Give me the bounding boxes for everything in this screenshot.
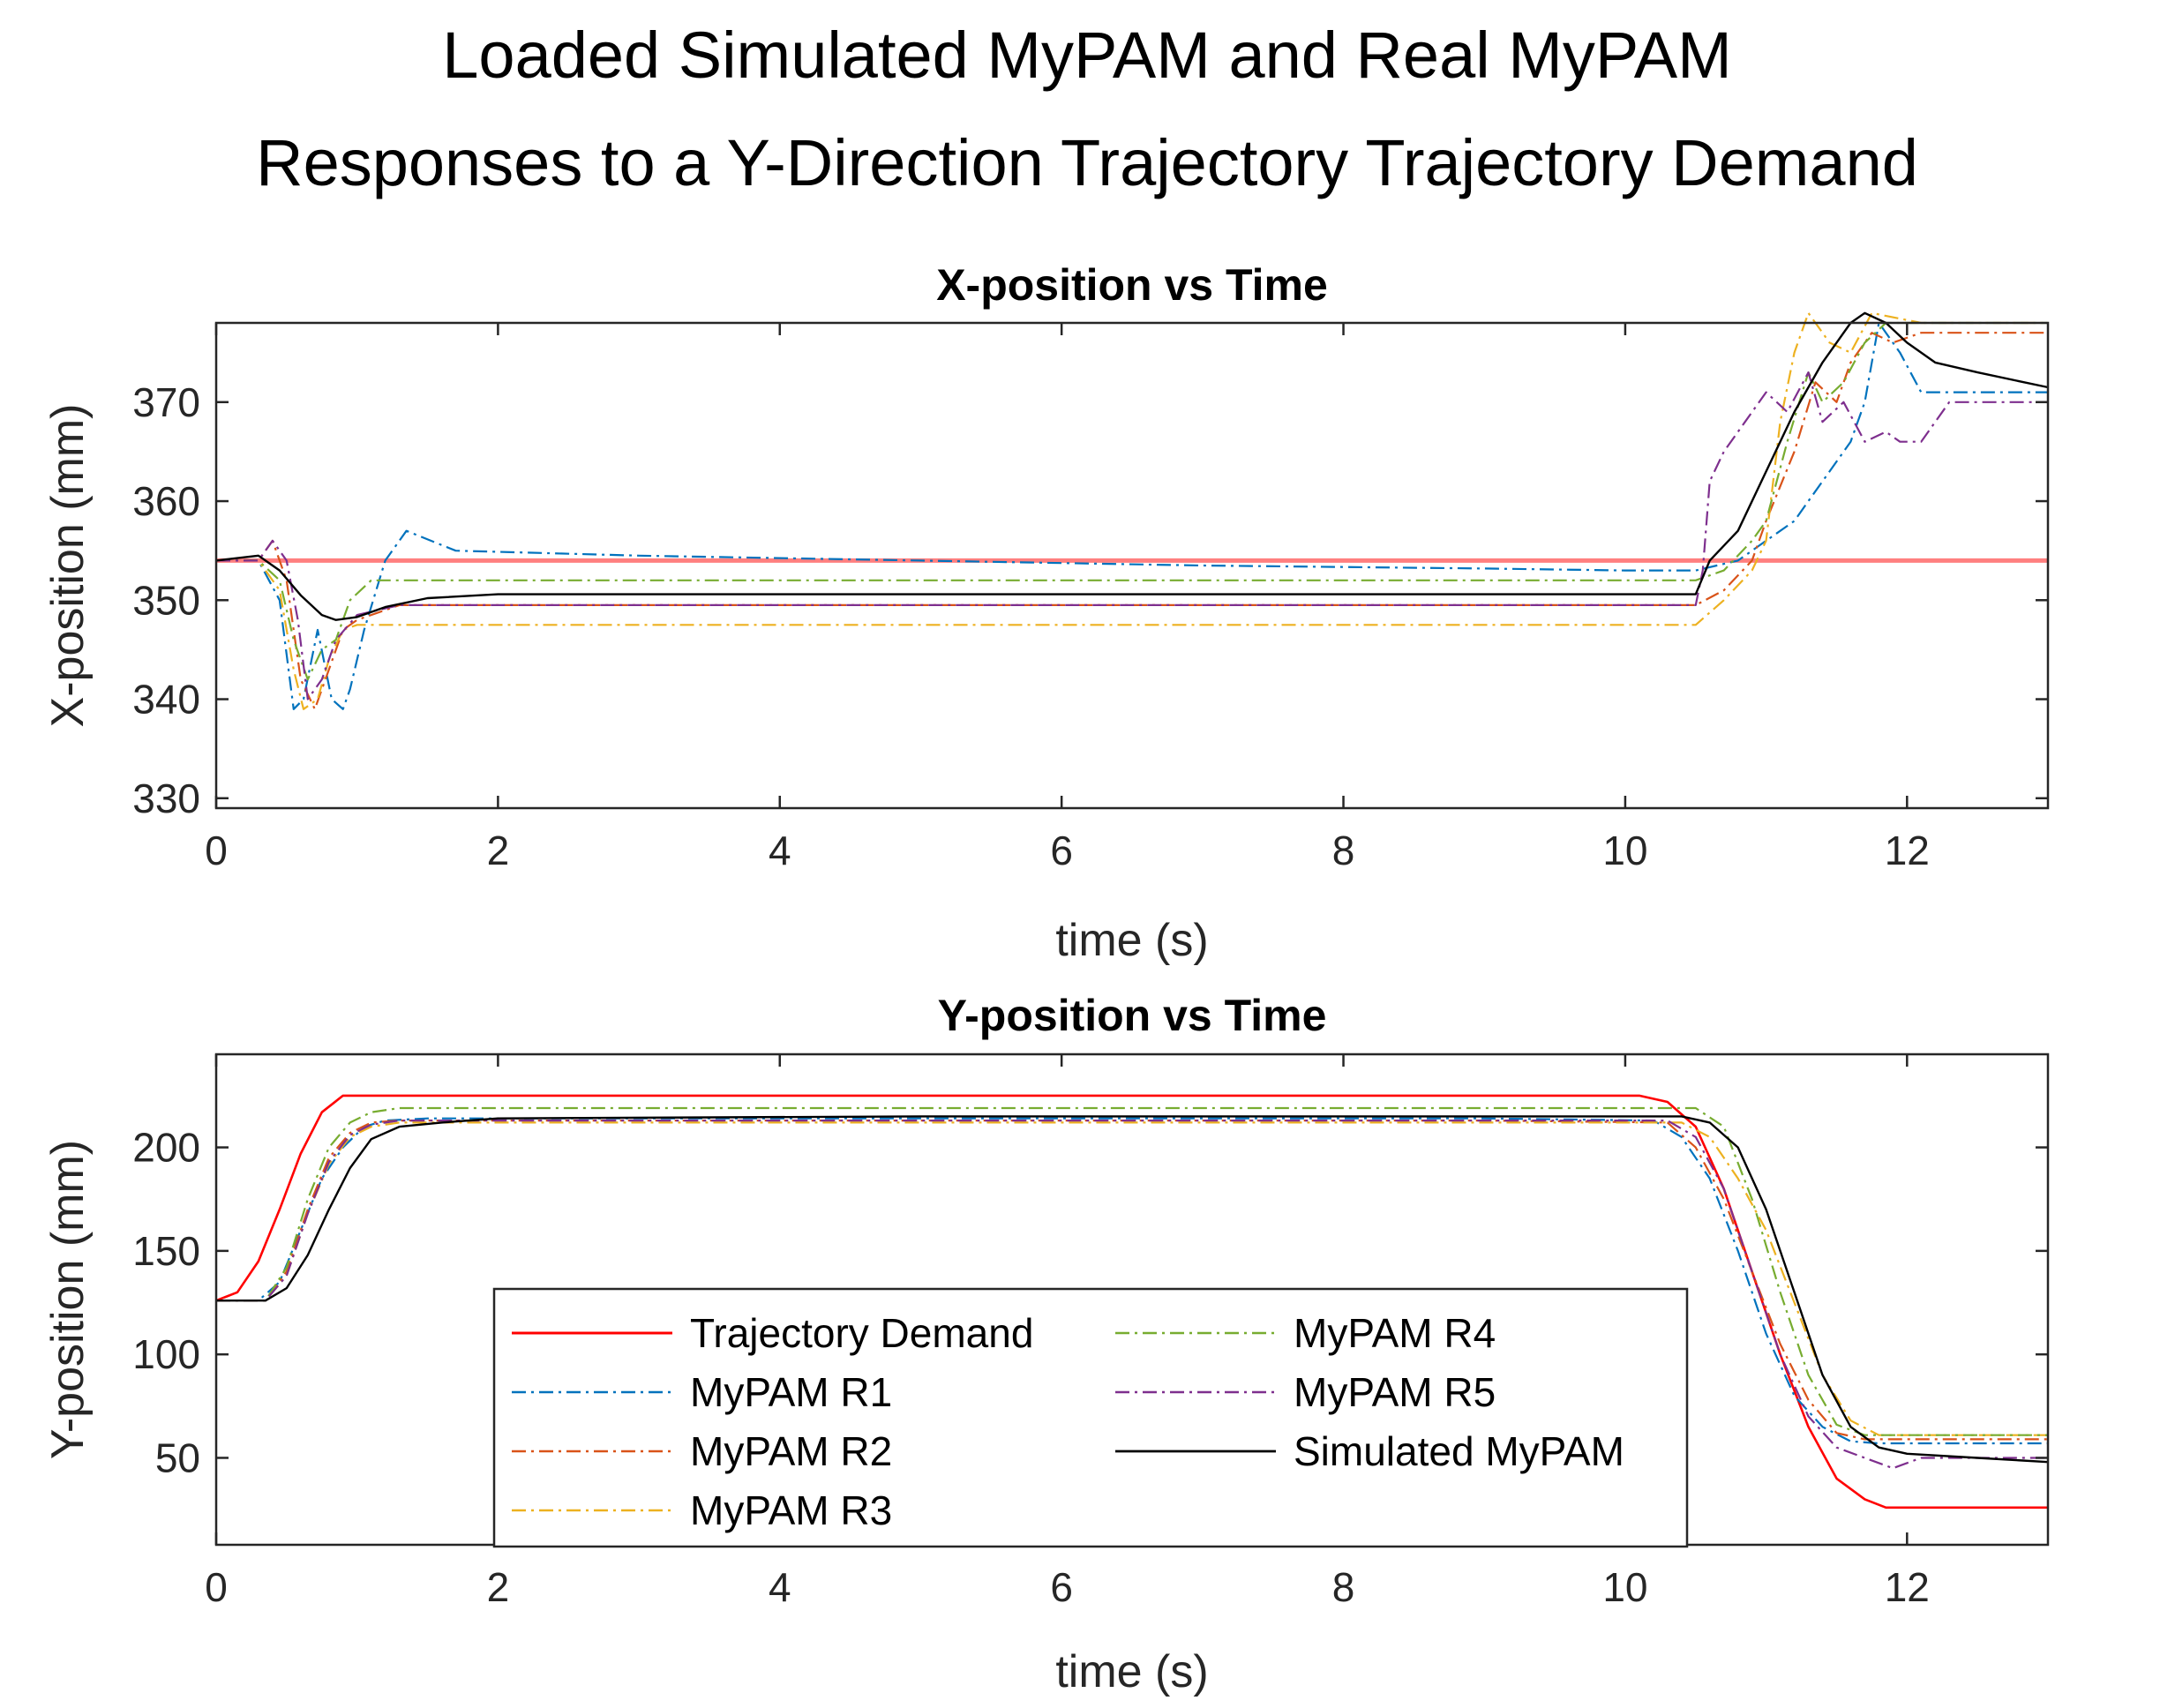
x-tick-label: 4	[769, 1564, 791, 1610]
legend-label-trajectory-demand: Trajectory Demand	[690, 1310, 1033, 1356]
figure-title-line-2: Responses to a Y-Direction Trajectory Tr…	[256, 126, 1918, 199]
x-tick-label: 6	[1050, 1564, 1073, 1610]
x-tick-label: 0	[205, 1564, 228, 1610]
legend-box	[492, 1287, 1689, 1548]
chart-title: Y-position vs Time	[938, 991, 1327, 1040]
series-line-mypam-r2	[216, 332, 2048, 710]
series-line-mypam-r5	[216, 1119, 2048, 1470]
figure-title-line-1: Loaded Simulated MyPAM and Real MyPAM	[442, 19, 1731, 92]
legend: Trajectory Demand MyPAM R1 MyPAM R2 MyPA…	[492, 1287, 1689, 1548]
x-position-chart: X-position vs Time 0 2 4 6 8 10 12 330 340 350 360…	[42, 260, 2050, 966]
y-tick-label: 330	[132, 775, 200, 821]
y-tick-label: 150	[132, 1228, 200, 1274]
x-tick-label: 6	[1050, 828, 1073, 873]
series-line-mypam-r4	[216, 321, 2048, 681]
legend-label-mypam-r4: MyPAM R4	[1294, 1310, 1496, 1356]
y-tick-label: 350	[132, 577, 200, 623]
series-line-simulated-mypam	[215, 311, 2049, 621]
y-tick-label: 340	[132, 677, 200, 723]
series-line-mypam-r1	[216, 321, 2048, 710]
x-tick-label: 12	[1885, 1564, 1930, 1610]
legend-label-mypam-r1: MyPAM R1	[690, 1369, 892, 1415]
y-tick-label: 370	[132, 379, 200, 425]
chart-title: X-position vs Time	[936, 260, 1328, 310]
legend-label-simulated-mypam: Simulated MyPAM	[1294, 1428, 1624, 1474]
axis-ticks: 0 2 4 6 8 10 12 50 100 150 200	[132, 1054, 2048, 1610]
y-tick-label: 200	[132, 1125, 200, 1171]
series-line-mypam-r1	[216, 1117, 2048, 1445]
series-line-simulated-mypam	[216, 1115, 2049, 1464]
series-line-mypam-r5	[216, 371, 2048, 700]
axis-ticks: 0 2 4 6 8 10 12 330 340 350 360 370	[132, 323, 2048, 873]
legend-label-mypam-r2: MyPAM R2	[690, 1428, 892, 1474]
x-axis-label: time (s)	[1055, 1646, 1208, 1697]
x-tick-label: 4	[769, 828, 791, 873]
legend-label-mypam-r3: MyPAM R3	[690, 1487, 892, 1533]
x-tick-label: 10	[1602, 828, 1647, 873]
x-tick-label: 10	[1602, 1564, 1647, 1610]
legend-label-mypam-r5: MyPAM R5	[1294, 1369, 1496, 1415]
x-tick-label: 0	[205, 828, 228, 873]
y-axis-label: Y-position (mm)	[42, 1140, 94, 1459]
y-position-chart: Y-position vs Time 0 2 4 6 8 10 1250100150200 …	[42, 991, 2050, 1697]
x-tick-label: 8	[1332, 1564, 1355, 1610]
y-tick-label: 50	[155, 1435, 200, 1480]
x-tick-label: 12	[1885, 828, 1930, 873]
axes-box	[214, 321, 2050, 810]
x-axis-label: time (s)	[1055, 915, 1208, 966]
series-line-mypam-r4	[216, 1106, 2048, 1436]
x-tick-label: 2	[487, 828, 510, 873]
y-tick-label: 360	[132, 478, 200, 524]
series-line-mypam-r3	[216, 311, 2048, 710]
series-line-trajectory-demand	[215, 1094, 2048, 1509]
plot-area	[215, 311, 2049, 710]
y-tick-label: 100	[132, 1331, 200, 1377]
plot-area	[215, 1094, 2049, 1509]
x-tick-label: 8	[1332, 828, 1355, 873]
x-tick-label: 2	[487, 1564, 510, 1610]
y-axis-label: X-position (mm)	[42, 404, 94, 728]
